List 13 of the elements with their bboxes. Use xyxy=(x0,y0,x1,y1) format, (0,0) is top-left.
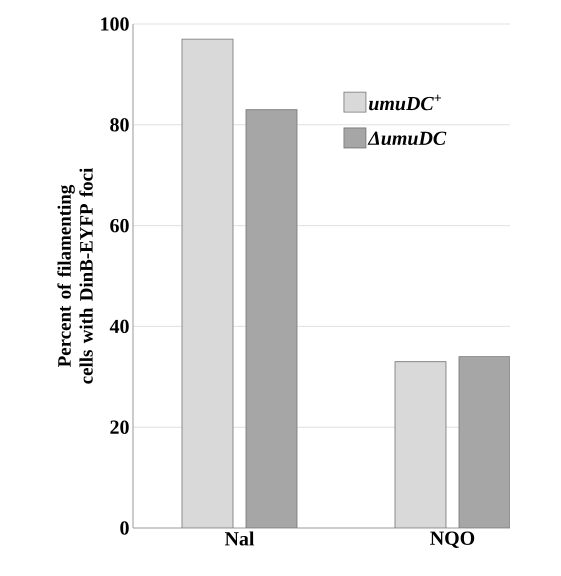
x-tick-label: NQO xyxy=(430,532,474,548)
bar xyxy=(458,356,510,528)
y-tick-label: 0 xyxy=(120,521,129,535)
y-tick-label: 100 xyxy=(101,17,129,31)
y-tick-label: 40 xyxy=(110,320,129,334)
y-tick-label: 20 xyxy=(110,420,129,434)
legend-label: umuDC$^{+}$ xyxy=(369,94,442,110)
y-axis-title: Percent of filamenting cells with DinB-EYFP foci xyxy=(57,168,93,384)
y-tick-label: 60 xyxy=(110,218,129,232)
y-tick-label: 80 xyxy=(110,118,129,132)
x-tick-label: Nal xyxy=(224,532,254,546)
legend-label: ΔumuDC xyxy=(368,132,446,146)
bar xyxy=(246,109,298,528)
